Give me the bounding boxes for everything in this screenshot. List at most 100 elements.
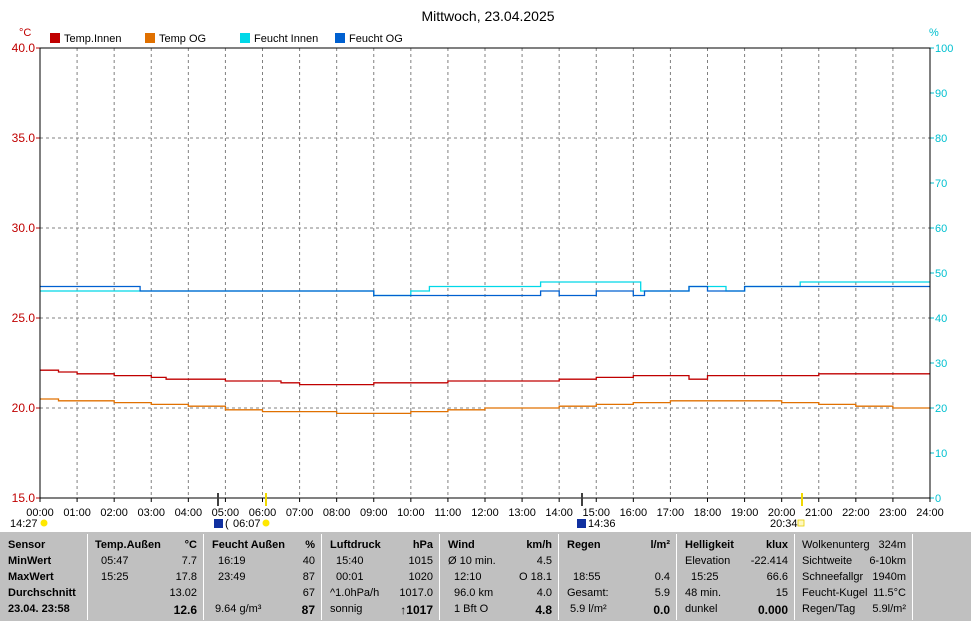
hell-r3-val: 15 <box>775 587 788 599</box>
moon-time-label: 14:36 <box>588 518 616 530</box>
legend-swatch-temp-og <box>145 33 155 43</box>
y-right-tick-label: 50 <box>935 268 947 280</box>
sunrise-time-label: 06:07 <box>233 518 261 530</box>
wind-r2-val: O 18.1 <box>518 571 552 583</box>
x-tick-label: 22:00 <box>842 507 870 519</box>
series-line-temp-og <box>40 398 930 415</box>
feucht-max-time: 23:49 <box>218 571 246 583</box>
sensor-row-current: 23.04. 23:58 <box>8 603 70 615</box>
temp-current: 12.6 <box>173 603 197 617</box>
hell-r1-label: Elevation <box>685 555 731 567</box>
hell-header: Helligkeit <box>685 539 734 551</box>
feucht-unit: % <box>305 539 315 551</box>
extra-r2-val: 1940m <box>872 571 906 583</box>
temp-avg: 13.02 <box>169 587 197 599</box>
y-left-tick-label: 30.0 <box>12 221 36 235</box>
astro-annotations: 14:27 ( 06:07 14:36 20:34 <box>10 493 805 530</box>
series-lines <box>40 281 930 415</box>
x-tick-label: 20:00 <box>768 507 796 519</box>
x-tick-label: 13:00 <box>508 507 536 519</box>
temp-unit: °C <box>184 539 197 551</box>
col-sensor: Sensor MinWert MaxWert Durchschnitt 23.0… <box>2 534 88 620</box>
luft-max-val: 1020 <box>408 571 433 583</box>
col-luftdruck: Luftdruck hPa 15:40 1015 00:01 1020 ^1.0hPa… <box>323 534 440 620</box>
series-line-temp-innen <box>40 369 930 386</box>
extra-r0-label: Wolkenunterg <box>802 539 870 551</box>
sensor-header: Sensor <box>8 539 46 551</box>
sunrise-icon <box>262 519 270 527</box>
regen-unit: l/m² <box>650 539 670 551</box>
wind-header: Wind <box>448 539 475 551</box>
hell-r1-val: -22.414 <box>750 555 788 567</box>
extra-r1-label: Sichtweite <box>802 555 853 567</box>
wind-r2-label: 12:10 <box>454 571 482 583</box>
x-tick-label: 21:00 <box>805 507 833 519</box>
legend-label-temp-innen: Temp.Innen <box>64 33 121 45</box>
feucht-max-val: 87 <box>302 571 315 583</box>
feucht-abs: 9.64 g/m³ <box>215 603 262 615</box>
wind-r1-val: 4.5 <box>536 555 552 567</box>
sunset-time-label: 20:34 <box>770 518 798 530</box>
y-right-tick-label: 40 <box>935 313 947 325</box>
x-tick-label: 24:00 <box>916 507 944 519</box>
luft-trend-label: ^1.0hPa/h <box>330 587 380 599</box>
sun-icon <box>40 519 48 527</box>
x-tick-label: 07:00 <box>286 507 314 519</box>
wind-r1-label: Ø 10 min. <box>448 555 496 567</box>
feucht-min-val: 40 <box>302 555 315 567</box>
regen-header: Regen <box>567 539 601 551</box>
col-wind: Wind km/h Ø 10 min. 4.5 12:10 O 18.1 96.0 k… <box>441 534 559 620</box>
x-tick-label: 17:00 <box>657 507 685 519</box>
y-right-tick-label: 90 <box>935 88 947 100</box>
regen-r4-label: 5.9 l/m² <box>570 603 607 615</box>
legend: Temp.Innen Temp OG Feucht Innen Feucht O… <box>50 33 403 45</box>
feucht-header: Feucht Außen <box>212 539 285 551</box>
feucht-current: 87 <box>301 603 315 617</box>
x-tick-label: 15:00 <box>582 507 610 519</box>
series-line-feucht-og <box>40 285 930 297</box>
extra-r4-val: 5.9l/m² <box>872 603 906 615</box>
x-tick-label: 06:00 <box>249 507 277 519</box>
temp-min-val: 7.7 <box>181 555 197 567</box>
hell-unit: klux <box>765 539 788 551</box>
chart-title: Mittwoch, 23.04.2025 <box>421 8 554 24</box>
x-tick-label: 00:00 <box>26 507 54 519</box>
weather-chart: Mittwoch, 23.04.2025 Temp.Innen Temp OG … <box>10 8 954 530</box>
col-regen: Regen l/m² 18:55 0.4 Gesamt: 5.9 5.9 l/m² 0.… <box>560 534 677 620</box>
x-tick-label: 02:00 <box>100 507 128 519</box>
legend-label-temp-og: Temp OG <box>159 33 206 45</box>
y-right-tick-label: 10 <box>935 448 947 460</box>
y-right-tick-label: 30 <box>935 358 947 370</box>
y-right-tick-label: 70 <box>935 178 947 190</box>
extra-r3-val: 11.5°C <box>873 587 906 599</box>
sensor-row-min: MinWert <box>8 555 52 567</box>
x-tick-label: 10:00 <box>397 507 425 519</box>
y-right-tick-label: 80 <box>935 133 947 145</box>
wind-r4-label: 1 Bft O <box>454 603 489 615</box>
temp-min-time: 05:47 <box>101 555 129 567</box>
legend-swatch-temp-innen <box>50 33 60 43</box>
wind-unit: km/h <box>526 539 552 551</box>
temp-header: Temp.Außen <box>95 539 161 551</box>
x-tick-label: 08:00 <box>323 507 351 519</box>
y-left-tick-label: 15.0 <box>12 491 36 505</box>
luft-unit: hPa <box>412 539 433 551</box>
x-tick-label: 01:00 <box>63 507 91 519</box>
y-right-tick-label: 60 <box>935 223 947 235</box>
moon-rise-icon <box>214 519 223 528</box>
x-tick-label: 11:00 <box>435 507 462 519</box>
left-axis-unit: °C <box>19 27 31 39</box>
x-tick-label: 03:00 <box>137 507 165 519</box>
hell-r2-label: 15:25 <box>691 571 719 583</box>
feucht-avg: 67 <box>302 587 315 599</box>
legend-swatch-feucht-innen <box>240 33 250 43</box>
regen-r2-val: 0.4 <box>654 571 670 583</box>
extra-r1-val: 6-10km <box>869 555 906 567</box>
x-tick-label: 16:00 <box>620 507 648 519</box>
sensor-row-max: MaxWert <box>8 571 54 583</box>
x-tick-label: 14:00 <box>545 507 573 519</box>
x-tick-label: 23:00 <box>879 507 907 519</box>
luft-header: Luftdruck <box>330 539 381 551</box>
x-tick-label: 04:00 <box>175 507 203 519</box>
col-extra: Wolkenunterg 324m Sichtweite 6-10km Schnee… <box>796 534 913 620</box>
